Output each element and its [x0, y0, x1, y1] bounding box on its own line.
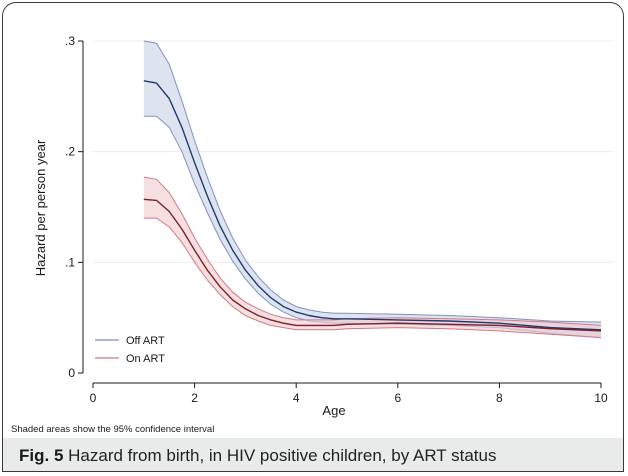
- y-axis-title: Hazard per person year: [33, 139, 48, 276]
- y-tick-label-0: 0: [68, 366, 75, 380]
- legend-label-on-art: On ART: [126, 353, 165, 365]
- on-art-line: [143, 198, 602, 332]
- off-art-line: [143, 80, 602, 331]
- x-tick-label-2: 4: [293, 391, 300, 405]
- figure-caption: Fig. 5 Hazard from birth, in HIV positiv…: [3, 438, 623, 471]
- y-tick-label-2: .2: [65, 145, 75, 159]
- off-art-ci-lower: [143, 115, 602, 339]
- caption-text: Hazard from birth, in HIV positive child…: [63, 446, 497, 465]
- confidence-note: Shaded areas show the 95% confidence int…: [11, 424, 214, 435]
- x-tick-label-1: 2: [191, 391, 198, 405]
- y-tick-label-1: .1: [65, 255, 75, 269]
- x-tick-label-0: 0: [90, 391, 97, 405]
- legend-label-off-art: Off ART: [126, 335, 165, 347]
- on-art-ci-lower: [143, 217, 602, 339]
- x-tick-label-4: 8: [496, 391, 503, 405]
- gridlines: [93, 40, 613, 263]
- caption-label: Fig. 5: [19, 446, 64, 465]
- x-tick-label-3: 6: [394, 391, 401, 405]
- confidence-bands: [143, 40, 602, 339]
- axes: 0 .1 .2 .3 0 2 4 6 8 10: [65, 34, 608, 405]
- chart: 0 .1 .2 .3 0 2 4 6 8 10 Off ART On ART Age Hazard …: [11, 34, 613, 435]
- series-lines: [143, 80, 602, 332]
- x-tick-label-5: 10: [594, 391, 608, 405]
- off-art-ci-upper: [143, 40, 602, 323]
- on-art-ci-upper: [143, 176, 602, 326]
- legend: Off ART On ART: [95, 335, 165, 365]
- x-axis-title: Age: [322, 403, 345, 418]
- figure-panel: 0 .1 .2 .3 0 2 4 6 8 10 Off ART On ART Age Hazard …: [2, 2, 624, 472]
- y-tick-label-3: .3: [65, 34, 75, 48]
